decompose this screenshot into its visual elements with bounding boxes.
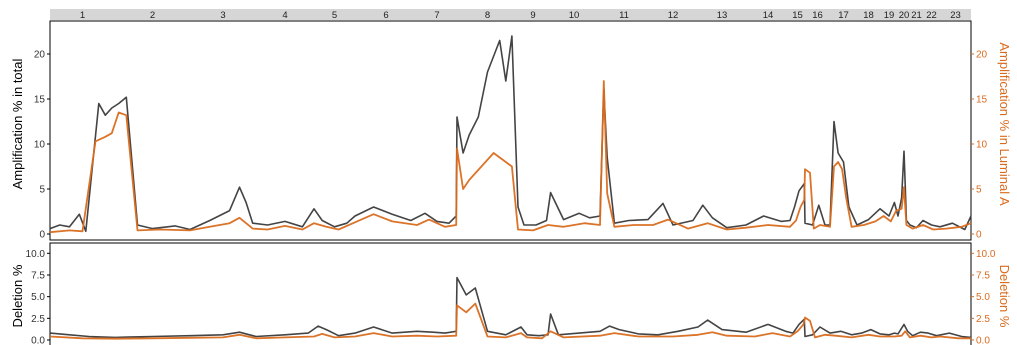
chromosome-label: 1 — [80, 10, 85, 21]
y-tick-label-left: 2.5 — [31, 314, 45, 325]
y-tick-label-right: 20 — [976, 50, 988, 61]
chromosome-label: 19 — [884, 10, 895, 21]
y-tick-label-left: 10.0 — [26, 249, 46, 260]
amplification-right-axis-label: Amplification % in Luminal A — [997, 42, 1012, 206]
chromosome-label: 14 — [763, 10, 774, 21]
chromosome-label: 5 — [332, 10, 337, 21]
panel-frame — [49, 20, 972, 241]
chromosome-label: 15 — [792, 10, 803, 21]
amplification-left-axis-label: Amplification % in total — [10, 58, 25, 189]
y-tick-label-right: 10 — [976, 140, 988, 151]
y-tick-label-left: 7.5 — [31, 271, 45, 282]
series-luminal-a-line — [49, 302, 971, 340]
chromosome-label: 9 — [530, 10, 535, 21]
y-tick-label-right: 7.5 — [976, 271, 990, 282]
y-tick-label-right: 0.0 — [976, 336, 990, 345]
deletion-right-axis-label: Deletion % — [997, 265, 1012, 328]
deletion-panel: 0.0 0.0 2.5 2.5 5.0 5.0 7.5 7.5 10.0 10.0 — [26, 242, 996, 345]
chromosome-strip: 1 2 3 4 5 6 7 8 9 10 11 12 13 14 15 16 17 18 19 20 21 22 23 — [50, 9, 971, 21]
y-tick-label-right: 5 — [976, 185, 982, 196]
chromosome-label: 16 — [812, 10, 823, 21]
y-tick-label-left: 20 — [34, 50, 46, 61]
chromosome-label: 17 — [838, 10, 849, 21]
panel-frame — [49, 242, 972, 345]
chromosome-label: 2 — [150, 10, 155, 21]
y-tick-label-right: 0 — [976, 230, 982, 241]
y-tick-label-right: 15 — [976, 95, 988, 106]
chromosome-label: 20 — [899, 10, 910, 21]
y-tick-label-left: 0.0 — [31, 336, 45, 345]
y-tick-label-left: 5.0 — [31, 292, 45, 303]
chromosome-label: 23 — [950, 10, 961, 21]
deletion-left-axis-label: Deletion % — [10, 264, 25, 327]
chromosome-label: 10 — [569, 10, 580, 21]
chromosome-label: 21 — [911, 10, 922, 21]
series-total-line — [49, 35, 972, 233]
chromosome-strip-bg — [50, 9, 971, 20]
amplification-panel: 0 0 5 5 10 10 15 15 20 20 — [34, 20, 988, 241]
chromosome-label: 8 — [485, 10, 490, 21]
y-tick-label-right: 2.5 — [976, 314, 990, 325]
chromosome-label: 3 — [220, 10, 225, 21]
y-tick-label-left: 15 — [34, 95, 46, 106]
chromosome-label: 22 — [926, 10, 937, 21]
chromosome-label: 12 — [668, 10, 679, 21]
y-tick-label-left: 10 — [34, 140, 46, 151]
series-luminal-a-line — [49, 80, 972, 234]
chromosome-label: 4 — [282, 10, 287, 21]
chromosome-label: 11 — [619, 10, 629, 21]
y-tick-label-right: 10.0 — [976, 249, 996, 260]
series-total-line — [49, 276, 972, 339]
chromosome-label: 6 — [383, 10, 388, 21]
y-tick-label-left: 0 — [39, 230, 45, 241]
chromosome-label: 7 — [434, 10, 439, 21]
y-tick-label-right: 5.0 — [976, 292, 990, 303]
chromosome-label: 18 — [863, 10, 874, 21]
chromosome-label: 13 — [717, 10, 728, 21]
y-tick-label-left: 5 — [39, 185, 45, 196]
